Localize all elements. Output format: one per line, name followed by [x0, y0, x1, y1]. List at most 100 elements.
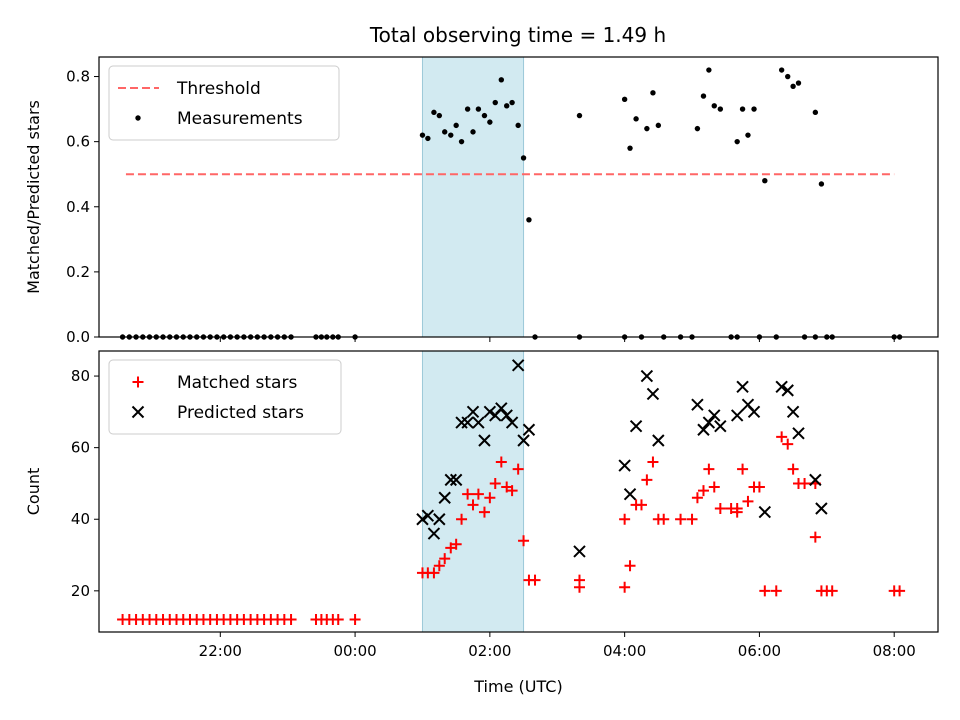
predicted-stars-point	[573, 545, 586, 558]
x-axis-label: Time (UTC)	[473, 677, 562, 696]
predicted-stars-point	[758, 505, 772, 519]
measurement-point	[633, 116, 639, 122]
matched-stars-point	[787, 463, 799, 475]
measurement-point	[644, 125, 650, 132]
predicted-stars-point	[427, 527, 441, 540]
legend-label: Matched stars	[177, 373, 297, 393]
predicted-stars-point	[697, 423, 710, 436]
measurement-point	[487, 119, 493, 125]
plot-frame	[98, 56, 939, 338]
matched-stars-point	[619, 513, 631, 525]
matched-stars-point	[641, 474, 653, 486]
matched-stars-point	[433, 560, 445, 572]
predicted-stars-point	[478, 434, 491, 447]
predicted-stars-point	[781, 384, 794, 397]
matched-stars-point	[529, 574, 541, 586]
measurement-point	[419, 132, 426, 138]
measurement-point	[785, 73, 791, 80]
matched-stars-point	[753, 481, 765, 493]
measurement-point	[526, 217, 532, 223]
measurement-point	[481, 112, 488, 119]
y-axis-label: Matched/Predicted stars	[24, 100, 43, 294]
panel-counts: 20 40 60 80 22:00 00:00 02:00 04:00 06:00 08:00 Co…	[24, 350, 939, 696]
measurement-point	[751, 106, 757, 112]
measurement-point	[812, 109, 819, 116]
matched-stars-point	[799, 477, 811, 489]
predicted-stars-point	[736, 380, 749, 394]
matched-stars-point	[619, 581, 631, 593]
x-tick-label: 02:00	[468, 642, 511, 660]
matched-stars-point	[759, 585, 771, 597]
measurement-point	[431, 109, 437, 116]
measurement-point	[795, 80, 802, 86]
matched-stars-point	[703, 463, 715, 475]
matched-stars-point	[691, 492, 703, 504]
predicted-stars-point	[461, 416, 474, 429]
matched-stars-point	[285, 613, 297, 625]
measurement-point	[778, 67, 785, 73]
y-tick-label: 0.4	[66, 198, 90, 216]
matched-stars-point	[489, 477, 501, 489]
predicted-stars-point	[495, 402, 508, 415]
matched-stars-point	[686, 513, 698, 525]
matched-stars-point	[737, 463, 749, 475]
measurement-point	[475, 106, 482, 112]
y-tick-label: 40	[71, 510, 90, 528]
measurement-point	[739, 106, 746, 112]
x-tick-label: 08:00	[873, 642, 916, 660]
plot-frame	[98, 350, 939, 633]
legend-box	[108, 359, 342, 435]
predicted-stars-point	[438, 491, 451, 504]
matched-stars-point	[624, 560, 636, 572]
matched-stars-point	[456, 513, 468, 525]
measurement-point	[436, 112, 443, 119]
matched-stars-point	[714, 503, 726, 515]
matched-stars-point	[742, 495, 754, 507]
measurement-point	[655, 122, 662, 129]
legend-predicted-swatch	[131, 405, 145, 419]
measurement-point	[734, 138, 740, 145]
predicted-stars-point	[775, 380, 788, 394]
predicted-stars-point	[483, 405, 497, 419]
measurement-point	[694, 125, 701, 132]
y-tick-label: 0.6	[66, 133, 90, 151]
matched-stars-point	[782, 438, 794, 450]
predicted-stars-point	[691, 398, 704, 411]
predicted-stars-point	[522, 423, 536, 436]
measurement-point	[442, 129, 448, 135]
matched-stars-point	[495, 456, 507, 468]
matched-stars-point	[894, 585, 906, 597]
matched-stars-point	[708, 481, 720, 493]
measurement-point	[504, 103, 510, 109]
measurement-point	[745, 132, 751, 138]
measurement-point	[650, 90, 656, 96]
measurement-point	[818, 181, 825, 187]
y-tick-label: 0.8	[66, 68, 90, 86]
y-tick-label: 80	[71, 367, 90, 385]
matched-stars-point	[776, 431, 788, 443]
predicted-stars-point	[511, 359, 525, 372]
matched-stars-point	[770, 585, 782, 597]
legend-label: Measurements	[177, 109, 303, 129]
y-tick-label: 20	[71, 582, 90, 600]
matched-stars-point	[439, 553, 451, 565]
legend-box	[108, 65, 340, 141]
predicted-stars-point	[505, 416, 519, 429]
legend-label: Threshold	[176, 79, 261, 99]
matched-stars-point	[809, 531, 821, 543]
predicted-stars-point	[714, 419, 727, 433]
measurement-point	[425, 135, 431, 142]
matched-stars-point	[697, 485, 709, 497]
predicted-stars-point	[517, 434, 530, 447]
predicted-stars-point	[815, 502, 828, 515]
matched-stars-point	[506, 485, 518, 497]
y-tick-label: 60	[71, 439, 90, 457]
matched-stars-point	[675, 513, 687, 525]
predicted-stars-point	[421, 509, 435, 522]
measurement-point	[700, 93, 707, 99]
measurement-point	[458, 138, 465, 145]
predicted-stars-point	[730, 409, 744, 422]
matched-stars-point	[658, 513, 670, 525]
measurement-point	[498, 77, 505, 83]
measurement-point	[711, 103, 717, 109]
